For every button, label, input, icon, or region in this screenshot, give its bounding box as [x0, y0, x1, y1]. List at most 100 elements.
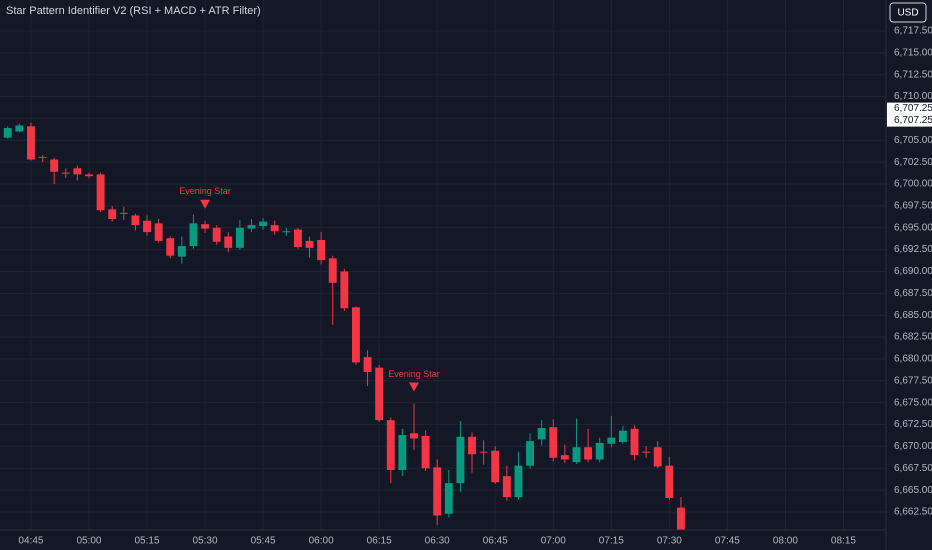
plot-area: Evening Star Evening Star: [3, 122, 685, 530]
candle-body: [607, 437, 616, 444]
y-tick-label: 6,717.50: [894, 26, 932, 37]
x-tick-label: 06:45: [483, 536, 508, 547]
candle-body: [502, 476, 511, 498]
axes: 6,662.50 6,665.00 6,667.50 6,670.00 6,672.50…: [18, 26, 932, 547]
candle-body: [386, 420, 395, 471]
candle-body: [572, 447, 581, 463]
x-tick-label: 05:30: [193, 536, 218, 547]
candle-body: [642, 451, 651, 453]
y-tick-label: 6,700.00: [894, 179, 932, 190]
candle-body: [375, 367, 384, 421]
candle-body: [526, 441, 534, 466]
candle-body: [143, 220, 151, 233]
candle-body: [73, 168, 82, 175]
candle-body: [410, 433, 418, 439]
candle-body: [595, 442, 604, 460]
candle-body: [96, 174, 105, 211]
candle-body: [212, 227, 221, 242]
candle-body: [247, 225, 256, 229]
candle-body: [630, 428, 639, 456]
annotation-label: Evening Star: [179, 186, 231, 196]
candle-body: [665, 465, 674, 498]
candle-body: [537, 428, 546, 440]
x-tick-label: 06:15: [367, 536, 392, 547]
candle-body: [317, 239, 326, 261]
annotation-arrow: [408, 382, 419, 392]
candle-body: [224, 236, 233, 248]
x-tick-label: 08:00: [773, 536, 798, 547]
candle-body: [653, 447, 662, 467]
x-tick-label: 06:00: [309, 536, 334, 547]
y-tick-label: 6,695.00: [894, 222, 932, 233]
candle-body: [154, 223, 163, 241]
candle-body: [131, 215, 140, 226]
annotation-arrow: [200, 199, 211, 209]
candle-body: [549, 427, 558, 458]
chart-title: Star Pattern Identifier V2 (RSI + MACD +…: [6, 5, 261, 17]
y-tick-label: 6,710.00: [894, 91, 932, 102]
candle-body: [3, 128, 12, 138]
candle-body: [433, 467, 442, 516]
y-tick-label: 6,672.50: [894, 419, 932, 430]
candle-body: [444, 483, 453, 514]
price-marker: [887, 114, 932, 127]
y-tick-label: 6,705.00: [894, 135, 932, 146]
x-tick-label: 06:30: [425, 536, 450, 547]
candle-body: [328, 258, 337, 283]
candle-body: [340, 271, 349, 309]
candle-body: [27, 126, 35, 160]
candle-body: [259, 221, 268, 226]
candle-body: [293, 229, 302, 247]
y-tick-label: 6,662.50: [894, 507, 932, 518]
x-tick-label: 05:00: [76, 536, 101, 547]
y-tick-label: 6,692.50: [894, 244, 932, 255]
candle-body: [177, 246, 186, 257]
candle-body: [456, 436, 465, 484]
y-tick-label: 6,667.50: [894, 463, 932, 474]
x-tick-label: 05:15: [135, 536, 160, 547]
x-tick-label: 05:45: [251, 536, 276, 547]
candle-body: [119, 212, 128, 214]
price-marker-label: 6,707.25: [894, 115, 932, 126]
y-tick-label: 6,665.00: [894, 485, 932, 496]
candle-body: [491, 450, 500, 483]
candle-body: [468, 436, 476, 455]
y-tick-label: 6,677.50: [894, 375, 932, 386]
candle-body: [270, 225, 279, 232]
candle-body: [676, 507, 685, 530]
currency-button[interactable]: [889, 2, 927, 23]
candle-body: [201, 224, 210, 229]
price-marker: [887, 102, 932, 115]
candle-body: [189, 223, 198, 247]
candle-body: [352, 307, 360, 363]
candle-body: [50, 159, 59, 172]
candle-body: [61, 172, 70, 174]
currency-label[interactable]: USD: [897, 8, 918, 19]
x-tick-label: 07:00: [541, 536, 566, 547]
candle-body: [560, 455, 569, 460]
y-tick-label: 6,685.00: [894, 310, 932, 321]
candle-body: [305, 240, 314, 248]
y-tick-label: 6,687.50: [894, 288, 932, 299]
candle-body: [618, 430, 627, 443]
y-tick-label: 6,675.00: [894, 397, 932, 408]
candle-body: [584, 447, 593, 460]
candle-body: [363, 357, 372, 373]
y-tick-label: 6,715.00: [894, 47, 932, 58]
y-tick-label: 6,680.00: [894, 354, 932, 365]
candle-body: [166, 238, 175, 256]
candle-body: [514, 465, 523, 498]
candle-body: [398, 435, 407, 471]
x-tick-label: 07:15: [599, 536, 624, 547]
price-marker-label: 6,707.25: [894, 103, 932, 114]
y-tick-label: 6,712.50: [894, 69, 932, 80]
y-tick-label: 6,682.50: [894, 332, 932, 343]
y-tick-label: 6,702.50: [894, 157, 932, 168]
y-tick-label: 6,690.00: [894, 266, 932, 277]
y-tick-label: 6,697.50: [894, 201, 932, 212]
candle-body: [235, 227, 244, 248]
grid: [0, 0, 886, 530]
